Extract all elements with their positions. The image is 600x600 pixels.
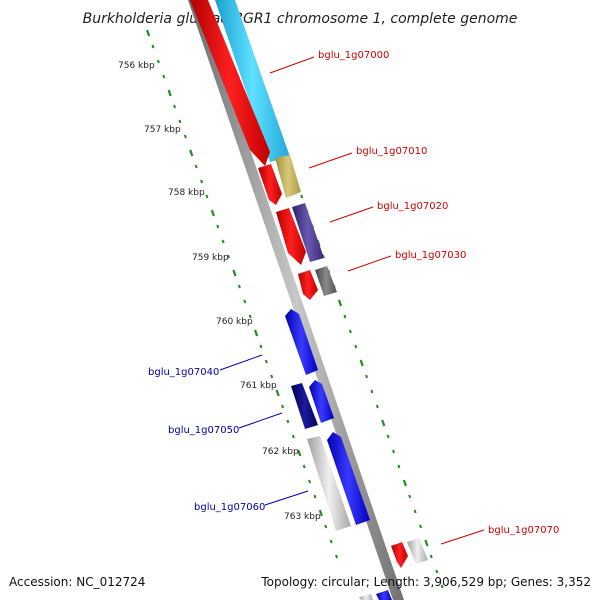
gene-g07010-red[interactable] (258, 164, 282, 205)
outer-guide-dash (435, 569, 439, 574)
inner-guide-dash (243, 299, 247, 304)
outer-guide-dash (381, 419, 386, 427)
inner-guide-dash (259, 344, 263, 349)
summary-text: Topology: circular; Length: 3,906,529 bp… (260, 575, 591, 589)
gene-g07070-red[interactable] (391, 542, 408, 568)
gene-bottom-blue[interactable] (376, 590, 392, 600)
inner-guide-dash (167, 89, 172, 97)
inner-guide-dash (313, 494, 317, 499)
outer-guide-dash (354, 344, 358, 349)
inner-guide-dash (210, 209, 215, 217)
gene-features (190, 0, 428, 600)
gene-g07040-blue[interactable] (285, 309, 318, 375)
inner-guide-dash (264, 359, 268, 364)
inner-guide-dash (318, 509, 323, 517)
inner-guide-dash (173, 104, 177, 109)
gene-label-g07000[interactable]: bglu_1g07000 (318, 50, 389, 61)
inner-guide-dash (291, 434, 295, 439)
outer-guide-dash (413, 509, 417, 514)
outer-guide-dash (440, 584, 444, 589)
inner-guide-dash (183, 134, 187, 139)
outer-guide-dash (337, 299, 343, 307)
inner-guide-dash (205, 194, 209, 199)
tick-label-763: 763 kbp (284, 512, 321, 522)
gene-g07060-light[interactable] (307, 436, 351, 531)
inner-guide-dash (162, 74, 166, 79)
inner-guide-dash (253, 329, 259, 337)
accession-text: Accession: NC_012724 (9, 575, 145, 589)
inner-guide-dash (194, 164, 198, 169)
inner-guide-dash (324, 524, 328, 529)
inner-guide-dash (237, 284, 241, 289)
outer-guide-dash (348, 329, 352, 334)
tick-label-759: 759 kbp (192, 253, 229, 263)
outer-guide-dash (359, 359, 364, 367)
inner-guide-dash (308, 479, 312, 484)
tick-label-756: 756 kbp (118, 61, 155, 71)
outer-guide-dash (419, 524, 423, 529)
gene-label-g07060[interactable]: bglu_1g07060 (194, 502, 265, 513)
inner-guide-dash (221, 239, 225, 244)
outer-guide-dash (386, 434, 390, 439)
outer-guide-dash (375, 404, 379, 409)
inner-guide-dash (329, 539, 333, 544)
gene-label-g07070[interactable]: bglu_1g07070 (488, 525, 559, 536)
inner-guide-dash (200, 179, 204, 184)
inner-guide-dash (189, 149, 194, 157)
gene-label-g07030[interactable]: bglu_1g07030 (395, 250, 466, 261)
inner-guide-dash (270, 374, 274, 379)
inner-guide-dash (286, 419, 290, 424)
gene-label-g07020[interactable]: bglu_1g07020 (377, 201, 448, 212)
inner-guide-dash (335, 554, 339, 559)
tick-label-758: 758 kbp (168, 188, 205, 198)
outer-guide-dash (300, 194, 304, 199)
inner-guide-dash (275, 389, 280, 397)
gene-label-g07050[interactable]: bglu_1g07050 (168, 425, 239, 436)
tick-label-762: 762 kbp (262, 447, 299, 457)
outer-guide-dash (343, 314, 347, 319)
inner-guide-dash (151, 44, 155, 49)
gene-red-1[interactable] (190, 0, 270, 166)
inner-guide-dash (145, 29, 151, 37)
tick-label-761: 761 kbp (240, 381, 277, 391)
gene-g07030-red[interactable] (298, 270, 318, 300)
label-connectors (219, 56, 485, 545)
outer-guide-dash (424, 539, 429, 547)
outer-guide-dash (429, 554, 433, 559)
gene-g07050-blue[interactable] (309, 380, 334, 423)
gene-label-g07010[interactable]: bglu_1g07010 (356, 146, 427, 157)
inner-guide-dash (248, 314, 252, 319)
map-title: Burkholderia glumae BGR1 chromosome 1, c… (83, 11, 518, 27)
gene-g07020-slate[interactable] (292, 203, 324, 262)
outer-guide-dash (408, 494, 412, 499)
inner-guide-dash (232, 269, 237, 277)
outer-guide-dash (402, 479, 407, 487)
gene-bottom-light[interactable] (359, 594, 373, 600)
inner-guide-dash (216, 224, 220, 229)
gene-g07010-khaki[interactable] (275, 155, 301, 198)
inner-guide-dash (156, 59, 160, 64)
gene-labels: bglu_1g07000 bglu_1g07010 bglu_1g07020 b… (148, 50, 559, 536)
inner-guide-dash (178, 119, 182, 124)
gene-g07000-cyan[interactable] (215, 0, 290, 162)
inner-guide-dash (302, 464, 306, 469)
gene-label-g07040[interactable]: bglu_1g07040 (148, 367, 219, 378)
tick-label-760: 760 kbp (216, 317, 253, 327)
inner-guide-dash (281, 404, 285, 409)
gene-g07050-navy[interactable] (291, 383, 318, 429)
inner-guide-dash (297, 449, 302, 457)
tick-labels: 756 kbp 757 kbp 758 kbp 759 kbp 760 kbp … (118, 61, 321, 522)
tick-label-757: 757 kbp (144, 125, 181, 135)
outer-guide-dash (370, 389, 374, 394)
gene-g07070-light[interactable] (407, 538, 428, 564)
gene-g07030-gray[interactable] (315, 266, 337, 296)
gene-g07020-red[interactable] (276, 208, 306, 265)
genome-backbone (188, 0, 404, 600)
outer-guide-dash (392, 449, 396, 454)
outer-guide-dash (397, 464, 401, 469)
gene-g07060-blue[interactable] (327, 432, 370, 525)
outer-guide-dash (365, 374, 369, 379)
inner-guide-dash (227, 254, 231, 259)
